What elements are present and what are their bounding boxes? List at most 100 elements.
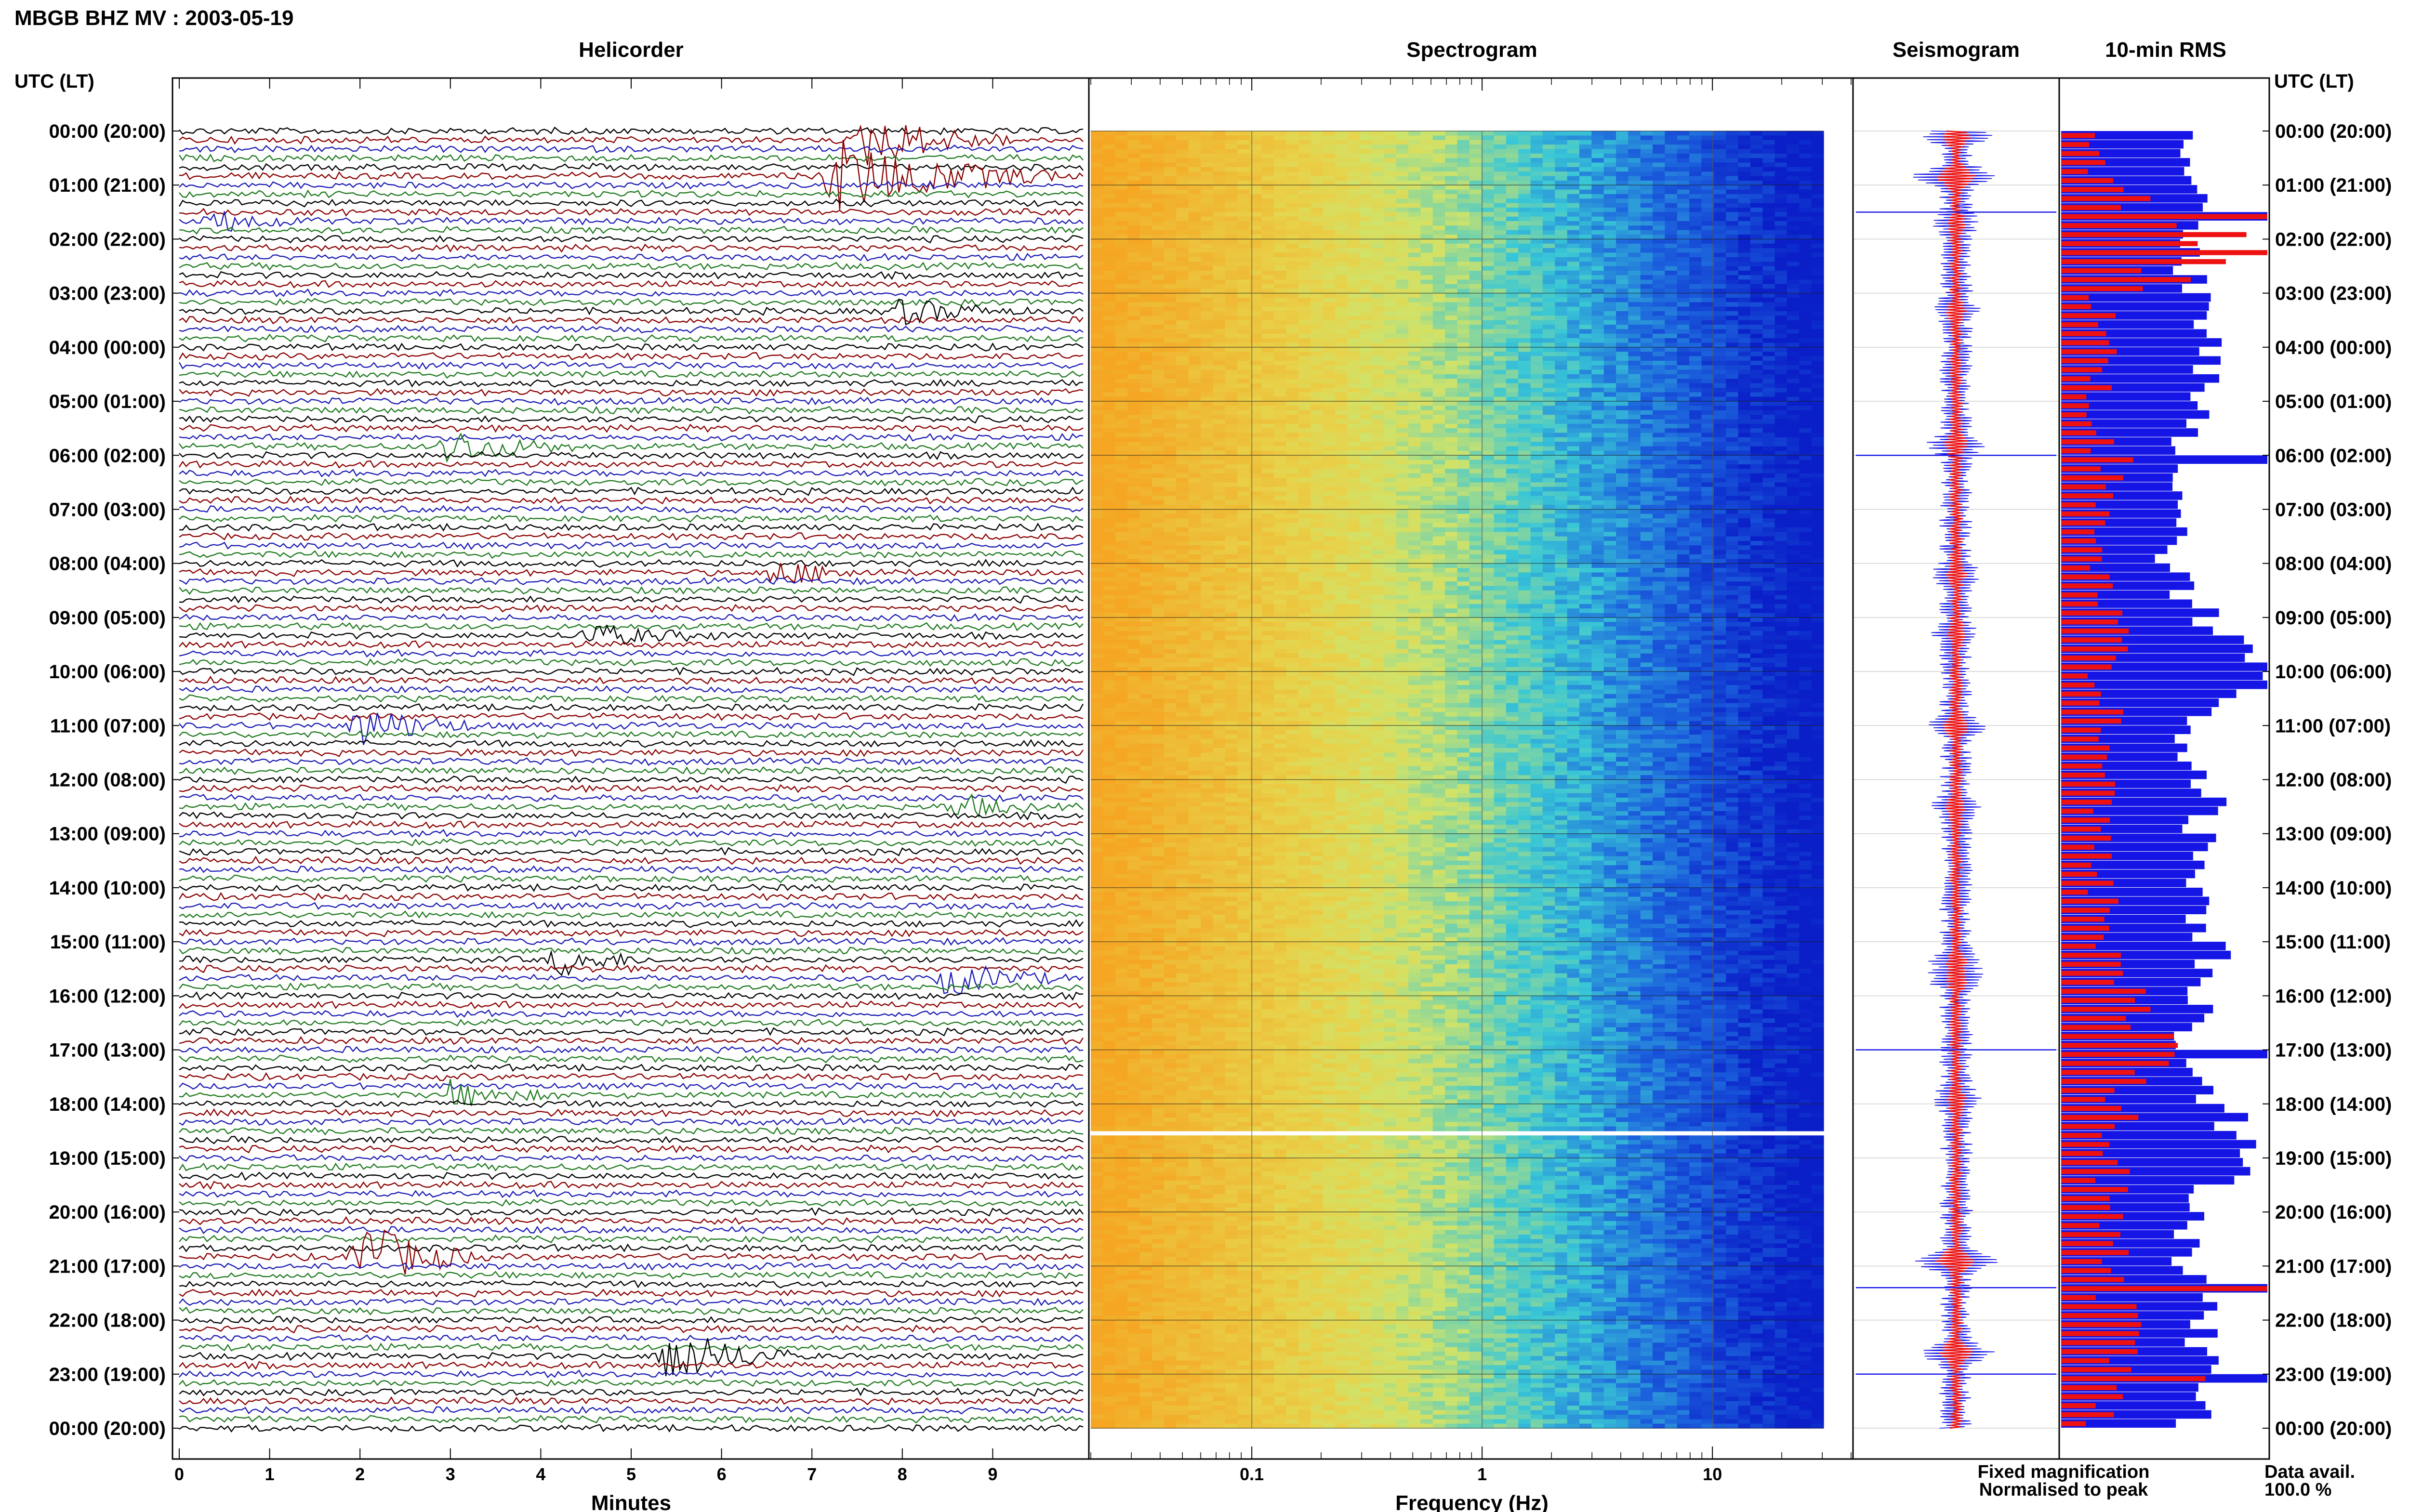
spectrogram-cell [1689,329,1702,334]
spectrogram-cell [1812,239,1824,244]
spectrogram-cell [1579,379,1592,383]
spectrogram-cell [1091,428,1103,433]
spectrogram-cell [1384,158,1396,163]
spectrogram-cell [1738,217,1751,222]
spectrogram-cell [1139,203,1152,208]
spectrogram-cell [1555,356,1567,361]
spectrogram-cell [1689,158,1702,163]
spectrogram-cell [1152,135,1165,140]
spectrogram-cell [1787,325,1800,329]
spectrogram-cell [1298,325,1311,329]
spectrogram-cell [1335,262,1348,266]
spectrogram-cell [1775,135,1787,140]
spectrogram-cell [1506,154,1519,158]
spectrogram-cell [1176,302,1189,307]
spectrogram-cell [1323,374,1336,379]
spectrogram-cell [1677,244,1690,249]
spectrogram-cell [1347,329,1360,334]
spectrogram-cell [1616,181,1628,185]
spectrogram-cell [1335,307,1348,312]
spectrogram-cell [1262,198,1274,203]
spectrogram-cell [1262,239,1274,244]
spectrogram-cell [1714,437,1726,442]
spectrogram-cell [1201,379,1213,383]
spectrogram-cell [1115,325,1128,329]
spectrogram-cell [1567,329,1580,334]
spectrogram-cell [1396,149,1409,154]
spectrogram-cell [1494,163,1507,168]
spectrogram-cell [1506,361,1519,366]
spectrogram-cell [1445,379,1457,383]
spectrogram-cell [1750,392,1763,397]
spectrogram-cell [1494,433,1507,438]
spectrogram-cell [1457,266,1470,271]
spectrogram-cell [1762,302,1775,307]
spectrogram-cell [1237,194,1250,199]
spectrogram-cell [1408,217,1421,222]
spectrogram-cell [1775,262,1787,266]
spectrogram-cell [1286,244,1299,249]
spectrogram-cell [1262,244,1274,249]
spectrogram-cell [1237,370,1250,375]
spectrogram-cell [1469,203,1482,208]
spectrogram-cell [1360,154,1372,158]
spectrogram-cell [1714,235,1726,239]
spectrogram-cell [1408,275,1421,280]
spectrogram-cell [1799,275,1812,280]
spectrogram-cell [1506,352,1519,356]
spectrogram-cell [1457,424,1470,429]
spectrogram-cell [1433,428,1445,433]
spectrogram-cell [1360,181,1372,185]
spectrogram-cell [1115,343,1128,348]
spectrogram-cell [1616,415,1628,420]
spectrogram-cell [1653,356,1665,361]
spectrogram-cell [1164,307,1177,312]
spectrogram-cell [1189,374,1201,379]
spectrogram-cell [1323,198,1336,203]
spectrogram-cell [1225,235,1238,239]
spectrogram-cell [1347,208,1360,212]
spectrogram-cell [1641,316,1653,320]
spectrogram-cell [1176,437,1189,442]
spectrogram-cell [1310,280,1323,285]
spectrogram-cell [1812,158,1824,163]
spectrogram-cell [1176,320,1189,325]
spectrogram-cell [1384,293,1396,298]
spectrogram-cell [1457,329,1470,334]
spectrogram-cell [1604,257,1616,262]
spectrogram-cell [1420,284,1433,289]
spectrogram-cell [1591,203,1604,208]
spectrogram-cell [1262,361,1274,366]
spectrogram-cell [1604,424,1616,429]
spectrogram-cell [1726,163,1738,168]
spectrogram-cell [1176,167,1189,172]
spectrogram-cell [1494,338,1507,343]
spectrogram-cell [1750,437,1763,442]
spectrogram-cell [1469,325,1482,329]
spectrogram-cell [1201,316,1213,320]
spectrogram-cell [1445,316,1457,320]
spectrogram-cell [1408,293,1421,298]
spectrogram-cell [1274,253,1286,258]
spectrogram-cell [1189,280,1201,285]
spectrogram-cell [1726,217,1738,222]
spectrogram-cell [1579,194,1592,199]
spectrogram-cell [1531,244,1543,249]
spectrogram-cell [1738,428,1751,433]
spectrogram-cell [1152,356,1165,361]
spectrogram-cell [1775,338,1787,343]
spectrogram-cell [1482,365,1494,370]
spectrogram-cell [1274,338,1286,343]
spectrogram-cell [1641,181,1653,185]
spectrogram-cell [1298,262,1311,266]
spectrogram-cell [1518,275,1531,280]
spectrogram-cell [1323,401,1336,406]
spectrogram-cell [1653,374,1665,379]
spectrogram-cell [1201,383,1213,388]
spectrogram-cell [1494,311,1507,316]
spectrogram-cell [1384,145,1396,149]
spectrogram-cell [1176,392,1189,397]
spectrogram-cell [1812,167,1824,172]
spectrogram-cell [1189,140,1201,145]
spectrogram-cell [1091,356,1103,361]
